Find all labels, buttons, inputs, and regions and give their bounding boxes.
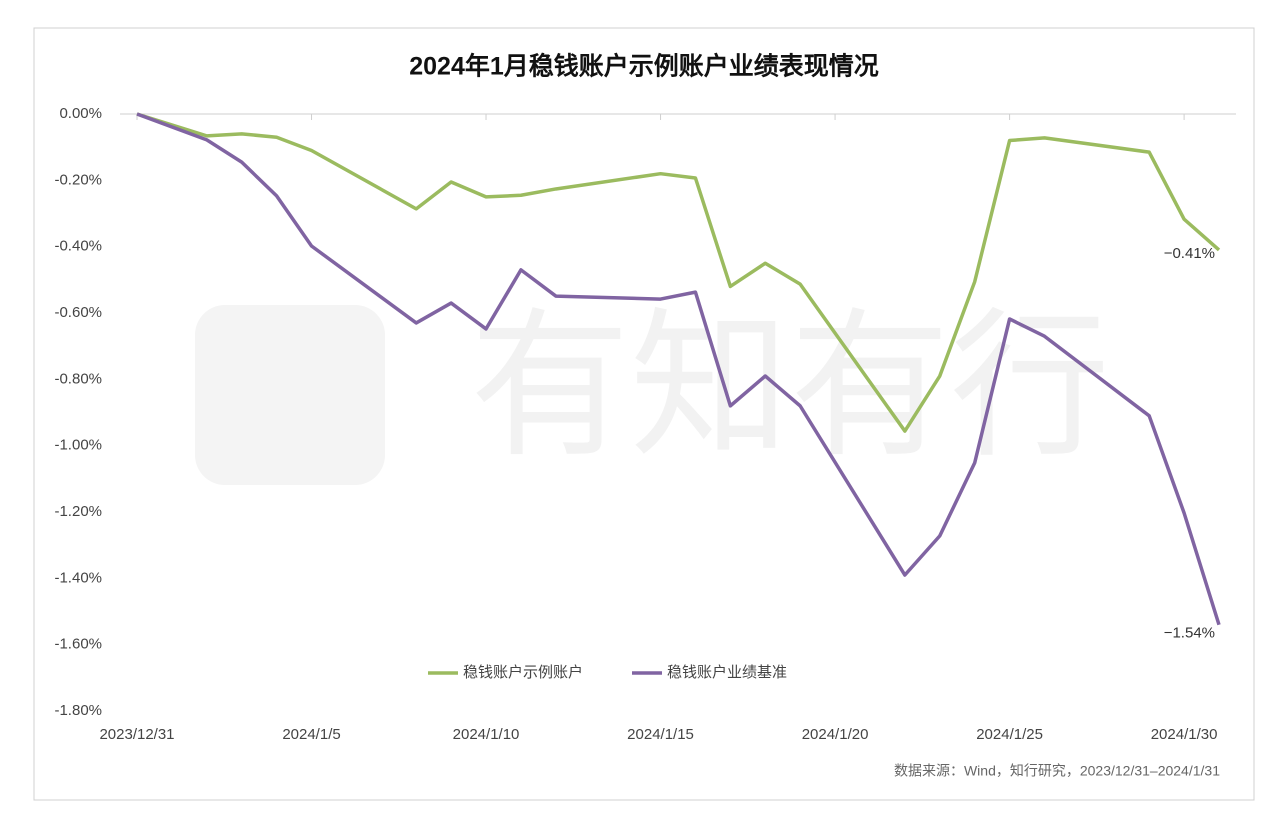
x-tick-label: 2024/1/10	[453, 726, 520, 743]
series-line	[136, 112, 1221, 626]
data-label: −1.54%	[1164, 625, 1215, 642]
data-label: −0.41%	[1164, 245, 1215, 262]
x-tick-label: 2024/1/15	[627, 726, 694, 743]
x-tick-label: 2024/1/5	[282, 726, 340, 743]
y-tick-label: -0.60%	[54, 304, 102, 321]
y-tick-label: -0.80%	[54, 370, 102, 387]
legend-label: 稳钱账户业绩基准	[667, 664, 787, 681]
x-tick-label: 2024/1/30	[1151, 726, 1218, 743]
y-tick-label: -1.20%	[54, 503, 102, 520]
x-tick-label: 2024/1/20	[802, 726, 869, 743]
chart-title: 2024年1月稳钱账户示例账户业绩表现情况	[409, 52, 879, 81]
source-note: 数据来源：Wind，知行研究，2023/12/31–2024/1/31	[894, 763, 1220, 779]
y-tick-label: 0.00%	[59, 105, 102, 122]
x-tick-label: 2023/12/31	[99, 726, 174, 743]
y-tick-label: -1.60%	[54, 636, 102, 653]
watermark: 有知有行	[470, 293, 1110, 480]
legend-label: 稳钱账户示例账户	[463, 664, 583, 681]
y-tick-label: -1.80%	[54, 702, 102, 719]
y-tick-label: -1.00%	[54, 437, 102, 454]
series-line	[136, 112, 1221, 433]
y-tick-label: -0.40%	[54, 238, 102, 255]
y-tick-label: -0.20%	[54, 171, 102, 188]
watermark-logo	[195, 305, 385, 485]
x-tick-label: 2024/1/25	[976, 726, 1043, 743]
y-tick-label: -1.40%	[54, 569, 102, 586]
